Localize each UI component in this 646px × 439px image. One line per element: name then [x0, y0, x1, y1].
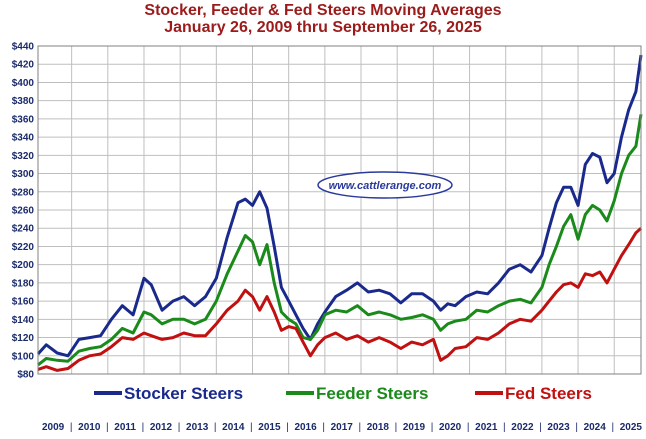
x-tick-label: 2011	[114, 422, 136, 433]
y-tick-label: $260	[12, 206, 35, 217]
y-tick-label: $180	[12, 278, 35, 289]
y-tick-label: $220	[12, 242, 35, 253]
x-tick-label: 2016	[294, 422, 317, 433]
y-tick-label: $380	[12, 96, 35, 107]
y-tick-label: $280	[12, 187, 35, 198]
y-tick-label: $120	[12, 333, 35, 344]
series-line-feeder	[37, 114, 643, 367]
legend-label-fed: Fed Steers	[505, 384, 592, 403]
y-tick-label: $340	[12, 133, 35, 144]
y-tick-label: $100	[12, 351, 35, 362]
series-lines	[36, 54, 643, 372]
x-tick-label: 2013	[186, 422, 209, 433]
y-tick-label: $400	[12, 78, 35, 89]
y-tick-label: $80	[17, 370, 34, 381]
year-separator: |	[539, 422, 542, 433]
year-separator: |	[466, 422, 470, 433]
y-axis-ticks: $80 $100 $120 $140 $160 $180 $200 $220 $240 $260 $…	[12, 42, 35, 381]
series-line-fed	[37, 227, 643, 372]
watermark-badge: www.cattlerange.com	[317, 171, 453, 199]
x-tick-label: 2017	[330, 422, 353, 433]
year-separator: |	[575, 422, 578, 433]
y-tick-label: $420	[12, 60, 35, 71]
x-tick-label: 2014	[222, 422, 245, 433]
watermark-text: www.cattlerange.com	[329, 180, 442, 192]
chart-title: Stocker, Feeder & Fed Steers Moving Aver…	[144, 2, 502, 19]
year-separator: |	[286, 422, 289, 433]
year-separator: |	[106, 422, 109, 433]
x-tick-label: 2022	[511, 422, 534, 433]
x-tick-label: 2024	[583, 422, 606, 433]
x-tick-label: 2021	[475, 422, 498, 433]
year-separator: |	[503, 422, 506, 433]
chart-title-block: Stocker, Feeder & Fed Steers Moving Aver…	[0, 2, 646, 36]
y-tick-label: $360	[12, 114, 35, 125]
year-separator: |	[394, 422, 398, 433]
y-tick-label: $440	[12, 42, 35, 53]
y-tick-label: $300	[12, 169, 35, 180]
legend-label-feeder: Feeder Steers	[316, 384, 428, 403]
y-tick-label: $140	[12, 315, 35, 326]
y-tick-label: $240	[12, 224, 35, 235]
x-tick-label: 2023	[547, 422, 570, 433]
x-tick-label: 2012	[149, 422, 173, 433]
year-separator: |	[177, 422, 181, 433]
year-separator: |	[250, 422, 253, 433]
year-separator: |	[358, 422, 362, 433]
year-separator: |	[141, 422, 145, 433]
plot-border	[37, 45, 642, 375]
x-tick-label: 2009	[42, 422, 65, 433]
x-tick-label: 2019	[402, 422, 426, 433]
x-tick-label: 2020	[439, 422, 462, 433]
x-tick-label: 2018	[366, 422, 389, 433]
legend-label-stocker: Stocker Steers	[124, 384, 243, 403]
chart-subtitle: January 26, 2009 thru September 26, 2025	[164, 19, 482, 36]
x-tick-label: 2025	[619, 422, 642, 433]
x-axis-year-labels: 2009 | 2010 | 2011 | 2012 | 2013 | 2014 | 2015 | 2016 |…	[42, 422, 642, 433]
year-separator: |	[69, 422, 73, 433]
y-tick-label: $320	[12, 151, 35, 162]
year-separator: |	[611, 422, 615, 433]
year-separator: |	[322, 422, 325, 433]
x-tick-label: 2015	[258, 422, 281, 433]
x-tick-label: 2010	[78, 422, 101, 433]
series-line-stocker	[36, 54, 643, 358]
watermark-ellipse	[317, 171, 453, 199]
year-separator: |	[213, 422, 217, 433]
y-tick-label: $160	[12, 297, 35, 308]
legend: Stocker Steers Feeder Steers Fed Steers	[94, 384, 592, 403]
year-separator: |	[430, 422, 434, 433]
y-tick-label: $200	[12, 260, 35, 271]
